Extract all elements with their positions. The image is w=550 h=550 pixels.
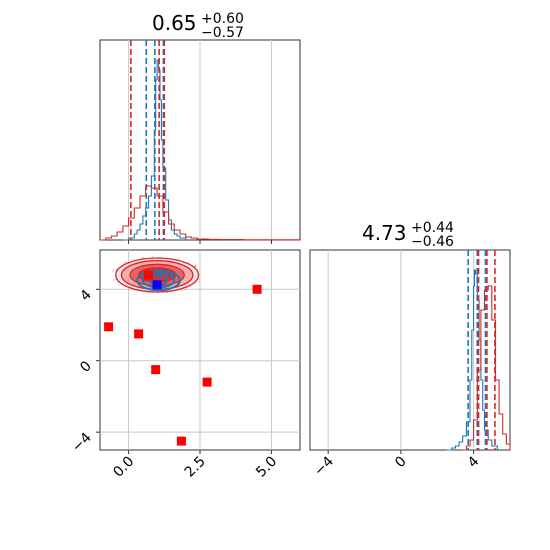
hist-param1-panel: 0.65 +0.60 −0.57 [99, 11, 301, 244]
sample-point [113, 269, 115, 271]
sample-point [151, 256, 154, 258]
hist-series-0 [122, 59, 187, 241]
sample-point [112, 279, 115, 281]
marker-7 [152, 280, 162, 290]
marker-0 [104, 322, 114, 332]
scatter-xtick-label-1: 2.5 [182, 454, 209, 481]
marker-1 [134, 329, 144, 339]
scatter-ytick-label-2: −4 [69, 430, 95, 456]
sample-point [143, 256, 145, 259]
hist-series-1 [100, 185, 301, 241]
sample-point [114, 278, 116, 281]
sample-point [190, 286, 192, 288]
hist-param1-title-lower: −0.57 [201, 25, 244, 41]
hist-param1-title-upper: +0.60 [201, 11, 244, 27]
hist2-xtick-label-2: 4 [465, 453, 483, 471]
scatter-xtick-label-0: 0.0 [110, 454, 137, 481]
sample-point [133, 258, 135, 261]
hist-param2-title-upper: +0.44 [411, 220, 454, 236]
sample-point [194, 264, 197, 266]
sample-point [157, 292, 159, 294]
sample-point [116, 281, 119, 284]
hist-param1-title-median: 0.65 [152, 11, 197, 35]
marker-4 [176, 436, 186, 446]
sample-point [181, 290, 183, 292]
hist2-xtick-label-0: −4 [311, 453, 337, 479]
sample-point [118, 284, 120, 286]
scatter-panel: 0.0 2.5 5.0 4 0 −4 [69, 249, 301, 481]
scatter-ytick-label-1: 0 [77, 358, 95, 376]
hist-series-1 [462, 285, 511, 451]
contour-level-1-0 [136, 269, 181, 292]
hist-param2-panel: −4 0 4 4.73 +0.44 −0.46 [309, 220, 511, 479]
marker-6 [144, 270, 154, 280]
scatter-ytick-label-0: 4 [77, 287, 95, 305]
sample-point [124, 261, 127, 264]
sample-point [123, 262, 126, 264]
sample-point [195, 265, 197, 267]
hist2-xtick-label-1: 0 [392, 454, 410, 472]
sample-point [184, 288, 187, 290]
sample-point [178, 258, 180, 260]
sample-point [197, 278, 200, 280]
marker-3 [202, 377, 212, 387]
sample-point [198, 281, 200, 283]
hist-series-0 [446, 269, 498, 451]
marker-2 [151, 365, 161, 375]
scatter-xtick-label-2: 5.0 [253, 454, 280, 481]
marker-5 [252, 284, 262, 294]
sample-point [111, 270, 114, 272]
hist-param2-title-lower: −0.46 [411, 234, 454, 250]
sample-point [130, 259, 132, 261]
hist-param2-title-median: 4.73 [362, 221, 407, 245]
